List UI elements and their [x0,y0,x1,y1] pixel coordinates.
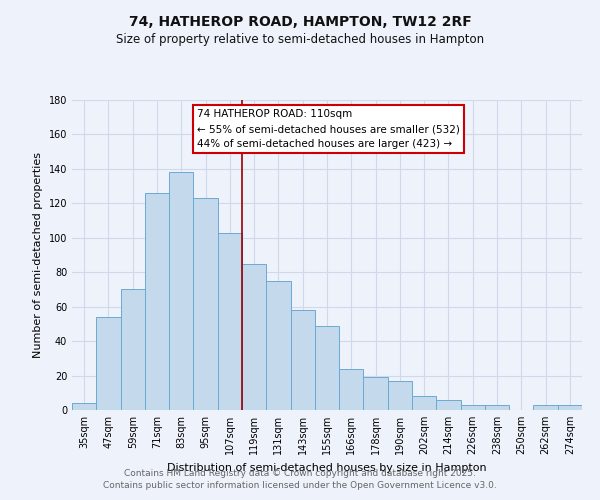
Bar [290,310,315,410]
Bar [388,380,412,410]
Bar [533,405,558,410]
Bar [121,290,145,410]
Bar [145,193,169,410]
Bar [558,405,582,410]
Text: 74, HATHEROP ROAD, HAMPTON, TW12 2RF: 74, HATHEROP ROAD, HAMPTON, TW12 2RF [128,15,472,29]
Text: Contains HM Land Registry data © Crown copyright and database right 2025.
Contai: Contains HM Land Registry data © Crown c… [103,468,497,490]
Bar [169,172,193,410]
Bar [339,368,364,410]
Bar [485,405,509,410]
Bar [461,405,485,410]
Bar [218,232,242,410]
Bar [436,400,461,410]
Bar [193,198,218,410]
Bar [364,378,388,410]
Y-axis label: Number of semi-detached properties: Number of semi-detached properties [33,152,43,358]
Bar [96,317,121,410]
Text: Size of property relative to semi-detached houses in Hampton: Size of property relative to semi-detach… [116,32,484,46]
X-axis label: Distribution of semi-detached houses by size in Hampton: Distribution of semi-detached houses by … [167,462,487,472]
Text: 74 HATHEROP ROAD: 110sqm
← 55% of semi-detached houses are smaller (532)
44% of : 74 HATHEROP ROAD: 110sqm ← 55% of semi-d… [197,110,460,149]
Bar [412,396,436,410]
Bar [266,281,290,410]
Bar [315,326,339,410]
Bar [72,403,96,410]
Bar [242,264,266,410]
